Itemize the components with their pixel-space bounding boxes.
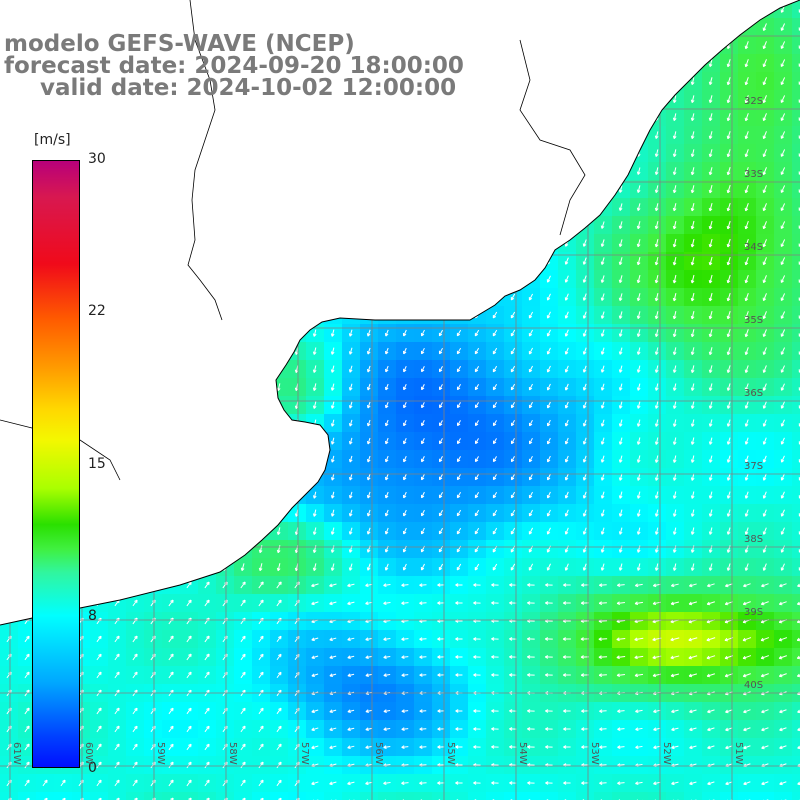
- speed-cell: [792, 216, 800, 235]
- speed-cell: [792, 108, 800, 127]
- speed-cell: [486, 792, 505, 800]
- speed-cell: [792, 162, 800, 181]
- speed-cell: [540, 792, 559, 800]
- speed-cell: [738, 792, 757, 800]
- speed-cell: [792, 432, 800, 451]
- speed-cell: [792, 342, 800, 361]
- speed-cell: [414, 792, 433, 800]
- speed-cell: [558, 792, 577, 800]
- speed-cell: [666, 792, 685, 800]
- speed-cell: [792, 90, 800, 109]
- speed-cell: [792, 306, 800, 325]
- latitude-label: 38S: [744, 534, 764, 545]
- colorbar: [32, 160, 80, 768]
- speed-cell: [792, 360, 800, 379]
- speed-cell: [792, 486, 800, 505]
- longitude-label: 58W: [227, 742, 238, 765]
- speed-cell: [468, 792, 487, 800]
- colorbar-tick-label: 15: [88, 456, 106, 472]
- longitude-label: 54W: [517, 742, 528, 765]
- speed-cell: [306, 792, 325, 800]
- speed-cell: [342, 792, 361, 800]
- speed-cell: [792, 54, 800, 73]
- speed-cell: [450, 792, 469, 800]
- speed-cell: [594, 792, 613, 800]
- speed-cell: [792, 450, 800, 469]
- colorbar-tick-label: 30: [88, 151, 106, 167]
- speed-cell: [792, 270, 800, 289]
- longitude-label: 53W: [589, 742, 600, 765]
- speed-cell: [792, 558, 800, 577]
- speed-cell: [702, 792, 721, 800]
- colorbar-tick-label: 22: [88, 303, 106, 319]
- speed-cell: [792, 36, 800, 55]
- valid-date: valid date: 2024-10-02 12:00:00: [40, 75, 457, 101]
- speed-cell: [756, 792, 775, 800]
- latitude-label: 36S: [744, 388, 764, 399]
- speed-cell: [720, 792, 739, 800]
- speed-cell: [792, 396, 800, 415]
- speed-cell: [792, 414, 800, 433]
- speed-cell: [396, 792, 415, 800]
- longitude-label: 56W: [373, 742, 384, 765]
- speed-cell: [792, 180, 800, 199]
- latitude-label: 33S: [744, 169, 764, 180]
- longitude-label: 51W: [733, 742, 744, 765]
- latitude-label: 39S: [744, 607, 764, 618]
- speed-cell: [792, 234, 800, 253]
- speed-cell: [792, 144, 800, 163]
- speed-cell: [648, 792, 667, 800]
- speed-cell: [792, 72, 800, 91]
- speed-cell: [792, 324, 800, 343]
- latitude-label: 32S: [744, 96, 764, 107]
- longitude-label: 60W: [83, 742, 94, 765]
- speed-cell: [684, 792, 703, 800]
- speed-cell: [576, 792, 595, 800]
- latitude-label: 34S: [744, 242, 764, 253]
- speed-cell: [792, 198, 800, 217]
- speed-cell: [792, 126, 800, 145]
- speed-cell: [360, 792, 379, 800]
- speed-cell: [792, 18, 800, 37]
- speed-cell: [792, 378, 800, 397]
- longitude-label: 61W: [11, 742, 22, 765]
- speed-cell: [324, 792, 343, 800]
- latitude-label: 35S: [744, 315, 764, 326]
- speed-cell: [612, 792, 631, 800]
- latitude-label: 37S: [744, 461, 764, 472]
- longitude-label: 59W: [155, 742, 166, 765]
- speed-cell: [792, 468, 800, 487]
- speed-cell: [792, 0, 800, 19]
- colorbar-tick-label: 8: [88, 608, 97, 624]
- longitude-label: 57W: [299, 742, 310, 765]
- longitude-label: 52W: [661, 742, 672, 765]
- speed-cell: [522, 792, 541, 800]
- speed-cell: [792, 252, 800, 271]
- speed-cell: [432, 792, 451, 800]
- speed-cell: [504, 792, 523, 800]
- speed-cell: [792, 792, 800, 800]
- speed-cell: [774, 792, 793, 800]
- speed-cell: [630, 792, 649, 800]
- colorbar-unit: [m/s]: [34, 132, 71, 148]
- speed-cell: [792, 288, 800, 307]
- speed-cell: [378, 792, 397, 800]
- longitude-label: 55W: [445, 742, 456, 765]
- latitude-label: 40S: [744, 680, 764, 691]
